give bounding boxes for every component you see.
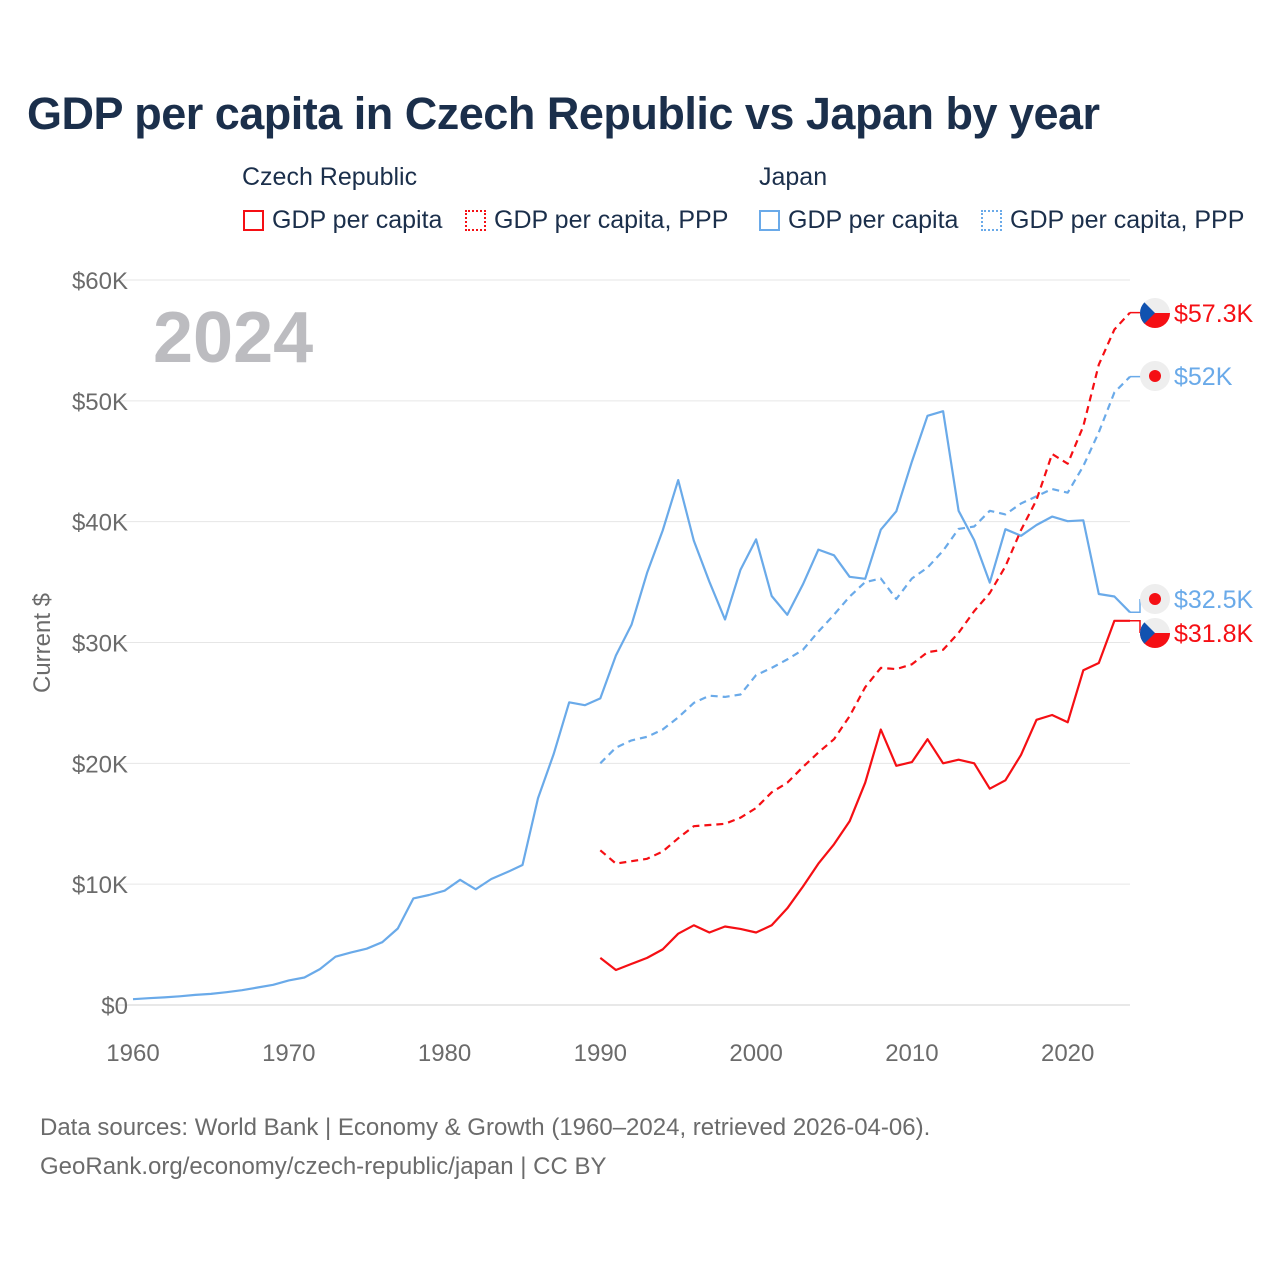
y-tick-label: $10K <box>72 872 128 899</box>
legend-japan-gdp[interactable]: GDP per capita <box>759 206 958 235</box>
japan-flag-sun <box>1149 593 1161 605</box>
legend-czech-gdp[interactable]: GDP per capita <box>243 206 442 235</box>
legend-group-czech: Czech Republic <box>242 163 418 191</box>
series-line-czech-republic-gdp-per-capita <box>599 619 1130 972</box>
year-watermark: 2024 <box>153 298 313 378</box>
legend-swatch <box>465 210 486 231</box>
x-tick-label: 1960 <box>106 1040 159 1067</box>
legend-swatch <box>759 210 780 231</box>
series-line-japan-gdp-per-capita <box>132 410 1131 1001</box>
y-tick-label: $20K <box>72 751 128 778</box>
end-connector <box>1130 375 1141 378</box>
source-note: Data sources: World Bank | Economy & Gro… <box>40 1108 930 1186</box>
end-value-label: $31.8K <box>1174 620 1254 648</box>
czech-flag-blue <box>1140 302 1155 324</box>
chart-title: GDP per capita in Czech Republic vs Japa… <box>27 88 1100 139</box>
end-value-label: $57.3K <box>1174 300 1254 328</box>
x-tick-label: 2020 <box>1041 1040 1094 1067</box>
end-value-label: $32.5K <box>1174 586 1254 614</box>
y-tick-label: $50K <box>72 389 128 416</box>
y-tick-label: $30K <box>72 631 128 658</box>
end-connector <box>1130 599 1141 614</box>
legend-group-japan: Japan <box>759 163 828 191</box>
y-tick-label: $0 <box>101 993 128 1020</box>
y-tick-label: $60K <box>72 268 128 295</box>
x-tick-label: 1990 <box>574 1040 627 1067</box>
legend-swatch <box>981 210 1002 231</box>
x-tick-label: 1970 <box>262 1040 315 1067</box>
x-tick-label: 2010 <box>885 1040 938 1067</box>
y-tick-label: $40K <box>72 510 128 537</box>
end-value-label: $52K <box>1174 363 1233 391</box>
source-line-2[interactable]: GeoRank.org/economy/czech-republic/japan… <box>40 1153 607 1180</box>
legend-swatch <box>243 210 264 231</box>
end-connector <box>1130 620 1141 633</box>
y-axis-label: Current $ <box>29 593 56 693</box>
source-line-1: Data sources: World Bank | Economy & Gro… <box>40 1114 931 1141</box>
series-line-japan-gdp-per-capita-ppp <box>599 375 1131 765</box>
x-tick-label: 1980 <box>418 1040 471 1067</box>
x-tick-label: 2000 <box>729 1040 782 1067</box>
series-line-czech-republic-gdp-per-capita-ppp <box>599 311 1131 865</box>
czech-flag-blue <box>1140 622 1155 644</box>
legend-czech-ppp[interactable]: GDP per capita, PPP <box>465 206 728 235</box>
legend-japan-ppp[interactable]: GDP per capita, PPP <box>981 206 1244 235</box>
japan-flag-sun <box>1149 370 1161 382</box>
